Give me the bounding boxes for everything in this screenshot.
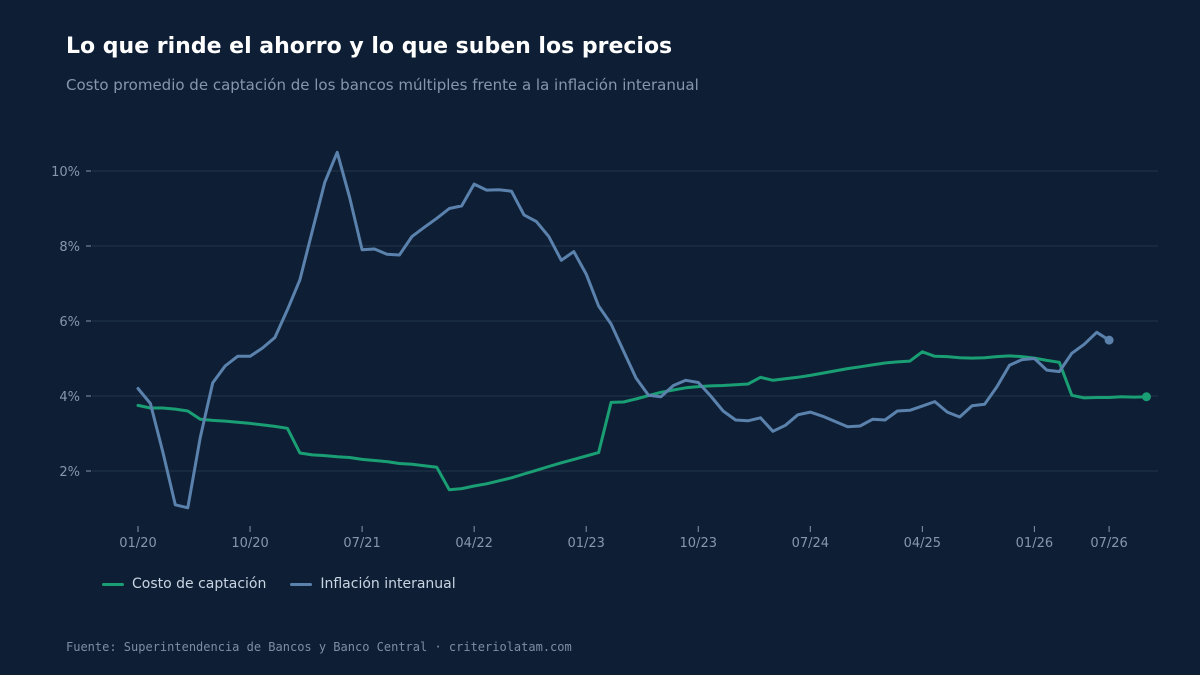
- y-axis-ticks: 2% 4% 6% 8% 10%: [51, 165, 91, 480]
- legend-swatch-inflacion: [290, 582, 313, 586]
- x-tick-label: 10/23: [680, 536, 717, 551]
- y-tick-label: 6%: [59, 315, 80, 330]
- x-tick-label: 01/23: [567, 536, 604, 551]
- legend-label-captacion: Costo de captación: [132, 576, 267, 592]
- y-tick-label: 10%: [51, 165, 80, 180]
- series-lines: [136, 150, 1151, 510]
- x-tick-label: 04/22: [455, 536, 492, 551]
- grid-lines: [92, 170, 1158, 472]
- x-tick-label: 10/20: [231, 536, 268, 551]
- series-end-point-0: [1141, 392, 1151, 402]
- legend: Costo de captación Inflación interanual: [102, 576, 456, 592]
- source-note: Fuente: Superintendencia de Bancos y Ban…: [66, 640, 572, 654]
- x-tick-label: 07/24: [792, 536, 829, 551]
- legend-label-inflacion: Inflación interanual: [320, 576, 456, 592]
- series-line-0: [136, 350, 1148, 492]
- series-line-1: [136, 150, 1111, 510]
- legend-swatch-captacion: [102, 582, 124, 586]
- x-tick-label: 07/26: [1090, 536, 1127, 551]
- series-end-point-1: [1104, 335, 1114, 345]
- x-tick-label: 01/26: [1016, 536, 1053, 551]
- x-tick-label: 01/20: [119, 536, 156, 551]
- y-tick-label: 2%: [59, 465, 80, 480]
- legend-item-captacion: Costo de captación: [102, 576, 266, 592]
- x-tick-label: 04/25: [904, 536, 941, 551]
- chart-subtitle: Costo promedio de captación de los banco…: [66, 76, 699, 94]
- legend-item-inflacion: Inflación interanual: [290, 576, 456, 592]
- chart-title: Lo que rinde el ahorro y lo que suben lo…: [66, 34, 673, 59]
- x-axis-ticks: 01/20 10/20 07/21 04/22 01/23 10/23 07/24 04/25…: [119, 526, 1128, 551]
- x-tick-label: 07/21: [343, 536, 380, 551]
- y-tick-label: 4%: [59, 390, 80, 405]
- y-tick-label: 8%: [59, 240, 80, 255]
